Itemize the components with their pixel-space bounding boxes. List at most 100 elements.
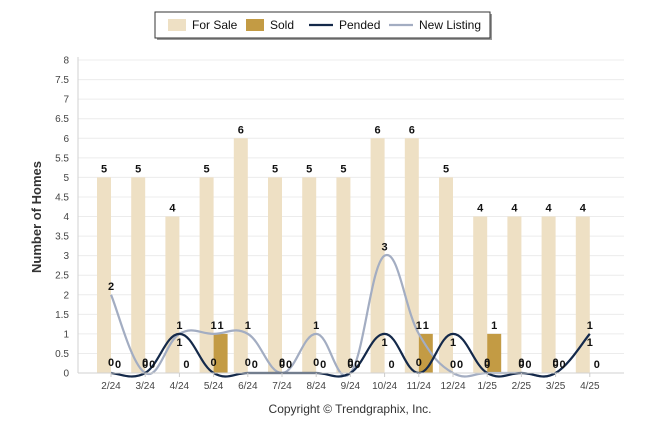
for-sale-value-label: 4 <box>511 203 518 215</box>
new-listing-value-label: 1 <box>587 320 593 332</box>
x-tick-label: 7/24 <box>272 381 292 392</box>
pended-value-label: 0 <box>142 357 148 369</box>
sold-value-label: 0 <box>149 359 155 371</box>
new-listing-value-label: 3 <box>382 242 388 254</box>
y-tick-label: 1.5 <box>55 310 69 321</box>
x-tick-label: 1/25 <box>477 381 497 392</box>
for-sale-bar <box>541 216 556 373</box>
sold-value-label: 0 <box>525 359 531 371</box>
pended-value-label: 1 <box>382 337 388 349</box>
sold-value-label: 1 <box>423 320 429 332</box>
for-sale-bar <box>404 138 419 373</box>
x-tick-label: 9/24 <box>341 381 361 392</box>
for-sale-bar <box>233 138 248 373</box>
for-sale-value-label: 4 <box>546 203 553 215</box>
sold-value-label: 0 <box>115 359 121 371</box>
pended-value-label: 0 <box>245 357 251 369</box>
pended-value-label: 0 <box>553 357 559 369</box>
new-listing-value-label: 0 <box>142 359 148 371</box>
y-tick-label: 5 <box>63 173 69 184</box>
sold-value-label: 0 <box>354 359 360 371</box>
sold-value-label: 0 <box>286 359 292 371</box>
x-tick-label: 5/24 <box>204 381 224 392</box>
pended-value-label: 0 <box>279 357 285 369</box>
y-tick-label: 2 <box>63 290 69 301</box>
for-sale-value-label: 5 <box>272 163 278 175</box>
new-listing-value-label: 1 <box>211 320 217 332</box>
new-listing-value-label: 0 <box>553 359 559 371</box>
for-sale-value-label: 6 <box>375 124 381 136</box>
sold-value-label: 0 <box>183 359 189 371</box>
y-tick-label: 3.5 <box>55 232 69 243</box>
for-sale-value-label: 5 <box>101 163 107 175</box>
y-tick-label: 2.5 <box>55 271 69 282</box>
for-sale-bar <box>199 177 214 373</box>
for-sale-value-label: 6 <box>238 124 244 136</box>
legend-label: For Sale <box>192 18 238 32</box>
x-tick-label: 4/24 <box>170 381 190 392</box>
for-sale-bar <box>575 216 590 373</box>
pended-value-label: 1 <box>587 337 593 349</box>
for-sale-bar <box>507 216 522 373</box>
y-tick-label: 6 <box>63 134 69 145</box>
sold-value-label: 0 <box>252 359 258 371</box>
x-tick-label: 3/25 <box>546 381 566 392</box>
new-listing-value-label: 1 <box>176 320 182 332</box>
legend-label: Pended <box>339 18 380 32</box>
for-sale-value-label: 5 <box>135 163 141 175</box>
sold-bar <box>487 333 502 373</box>
y-tick-label: 3 <box>63 251 69 262</box>
for-sale-bar <box>336 177 351 373</box>
legend-label: New Listing <box>419 18 481 32</box>
copyright-credit: Copyright © Trendgraphix, Inc. <box>269 402 432 416</box>
pended-value-label: 1 <box>450 337 456 349</box>
for-sale-value-label: 4 <box>580 203 587 215</box>
for-sale-bar <box>131 177 146 373</box>
for-sale-value-label: 5 <box>306 163 312 175</box>
new-listing-value-label: 0 <box>518 359 524 371</box>
y-tick-label: 7 <box>63 95 69 106</box>
y-tick-label: 4 <box>63 212 69 223</box>
x-tick-label: 4/25 <box>580 381 600 392</box>
x-tick-label: 2/24 <box>101 381 121 392</box>
y-tick-label: 7.5 <box>55 75 69 86</box>
pended-value-label: 1 <box>176 337 182 349</box>
x-tick-label: 11/24 <box>407 381 432 392</box>
for-sale-bar <box>439 177 453 373</box>
sold-value-label: 1 <box>218 320 224 332</box>
for-sale-bar <box>302 177 317 373</box>
bars <box>97 138 590 373</box>
new-listing-value-label: 0 <box>279 359 285 371</box>
y-tick-label: 5.5 <box>55 153 69 164</box>
for-sale-value-label: 4 <box>477 203 484 215</box>
y-tick-label: 0 <box>63 369 69 380</box>
sold-value-label: 0 <box>320 359 326 371</box>
for-sale-bar <box>97 177 111 373</box>
legend: For Sale Sold Pended New Listing <box>154 11 492 40</box>
axes: 0 0.5 1 1.5 2 2.5 3 3.5 4 4.5 5 5.5 6 6.5 7 7.5 8 2/24 3/2… <box>55 56 624 392</box>
x-tick-label: 12/24 <box>440 381 465 392</box>
sold-bar <box>213 333 228 373</box>
sold-value-label: 0 <box>457 359 463 371</box>
new-listing-value-label: 0 <box>450 359 456 371</box>
pended-value-label: 0 <box>416 357 422 369</box>
pended-value-label: 0 <box>484 357 490 369</box>
new-listing-value-label: 1 <box>416 320 422 332</box>
x-tick-label: 6/24 <box>238 381 258 392</box>
new-listing-value-label: 0 <box>347 359 353 371</box>
legend-swatch <box>246 19 264 31</box>
sold-value-label: 0 <box>389 359 395 371</box>
for-sale-value-label: 5 <box>340 163 346 175</box>
pended-value-label: 0 <box>313 357 319 369</box>
pended-value-label: 0 <box>108 357 114 369</box>
sold-value-label: 0 <box>594 359 600 371</box>
new-listing-value-label: 1 <box>245 320 251 332</box>
for-sale-value-label: 4 <box>169 203 176 215</box>
for-sale-bar <box>473 216 488 373</box>
y-tick-label: 0.5 <box>55 349 69 360</box>
x-tick-label: 8/24 <box>306 381 326 392</box>
for-sale-value-label: 6 <box>409 124 415 136</box>
y-axis-label: Number of Homes <box>29 161 44 273</box>
